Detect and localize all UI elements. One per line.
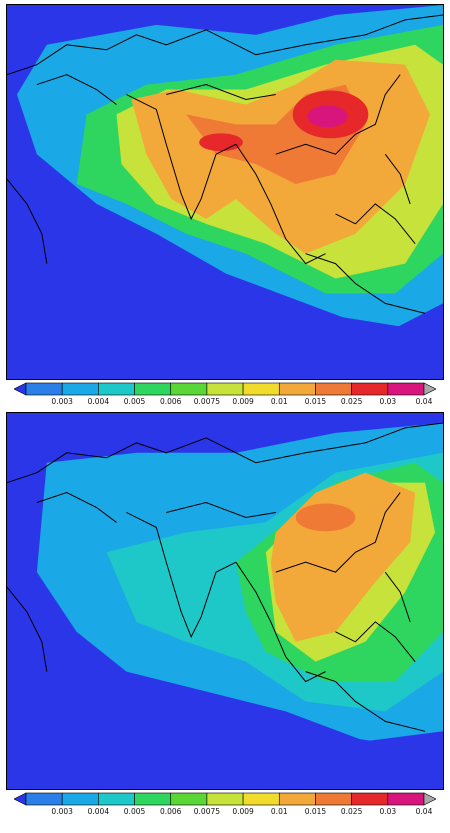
colorbar-bin: [170, 382, 208, 396]
contour-red-gangetic: [199, 133, 243, 152]
colorbar-bin: [315, 382, 352, 396]
colorbar-bin: [278, 382, 316, 396]
contour-darkorange: [295, 503, 356, 532]
colorbar-bin: [134, 382, 172, 396]
map-panel-upper: 0.003 0.004 0.005 0.006 0.0075 0.009 0.01 0.015…: [0, 0, 450, 410]
colorbar-bin: [134, 792, 172, 806]
colorbar-tick-label: 0.03: [379, 397, 397, 406]
colorbar-bin: [61, 792, 99, 806]
colorbar-tick-label: 0.006: [159, 397, 182, 406]
colorbar-tick-label: 0.04: [415, 397, 433, 406]
contour-magenta-east: [307, 105, 348, 128]
contour-deepblue-south: [7, 691, 443, 789]
colorbar-tick-label: 0.01: [270, 397, 288, 406]
colorbar-bin: [315, 792, 352, 806]
colorbar-bin: [351, 382, 389, 396]
map-upper: [6, 4, 444, 380]
colorbar-tick-label: 0.006: [159, 807, 182, 816]
colorbar-tick-label: 0.009: [232, 397, 254, 406]
colorbar-bin: [25, 382, 63, 396]
colorbar-bin: [98, 792, 135, 806]
colorbar-tick-label: 0.005: [123, 807, 146, 816]
colorbar-upper: 0.003 0.004 0.005 0.006 0.0075 0.009 0.01 0.015…: [14, 382, 436, 408]
colorbar-under-triangle: [14, 382, 27, 396]
colorbar-tick-label: 0.005: [123, 397, 146, 406]
coastlines: [7, 422, 443, 732]
colorbar-upper-labels: 0.003 0.004 0.005 0.006 0.0075 0.009 0.01 0.015…: [14, 396, 436, 408]
colorbar-under-triangle: [14, 792, 27, 806]
colorbar-tick-label: 0.0075: [193, 397, 221, 406]
colorbar-tick-label: 0.003: [51, 807, 73, 816]
colorbar-tick-label: 0.025: [340, 397, 363, 406]
colorbar-tick-label: 0.025: [340, 807, 363, 816]
colorbar-bin: [242, 792, 280, 806]
colorbar-bin: [206, 792, 244, 806]
map-lower-svg: [7, 413, 443, 789]
map-panel-lower: 0.003 0.004 0.005 0.006 0.0075 0.009 0.01 0.015…: [0, 410, 450, 833]
colorbar-lower-labels: 0.003 0.004 0.005 0.006 0.0075 0.009 0.01 0.015…: [14, 806, 436, 818]
colorbar-tick-label: 0.009: [232, 807, 254, 816]
colorbar-over-triangle: [423, 382, 436, 396]
colorbar-lower-strip: [14, 792, 436, 806]
colorbar-tick-label: 0.004: [87, 807, 110, 816]
colorbar-bin: [387, 792, 425, 806]
colorbar-over-triangle: [423, 792, 436, 806]
map-upper-svg: [7, 5, 443, 379]
colorbar-tick-label: 0.015: [304, 807, 327, 816]
colorbar-tick-label: 0.01: [270, 807, 288, 816]
colorbar-bin: [242, 382, 280, 396]
contour-deepblue-south: [7, 263, 443, 379]
colorbar-bin: [25, 792, 63, 806]
colorbar-bin: [61, 382, 99, 396]
colorbar-tick-label: 0.03: [379, 807, 397, 816]
colorbar-bin: [351, 792, 389, 806]
colorbar-bin: [170, 792, 208, 806]
colorbar-bin: [387, 382, 425, 396]
colorbar-bin: [206, 382, 244, 396]
colorbar-upper-strip: [14, 382, 436, 396]
colorbar-tick-label: 0.015: [304, 397, 327, 406]
colorbar-bin: [98, 382, 135, 396]
colorbar-tick-label: 0.003: [51, 397, 73, 406]
colorbar-tick-label: 0.04: [415, 807, 433, 816]
colorbar-tick-label: 0.004: [87, 397, 110, 406]
map-lower: [6, 412, 444, 790]
colorbar-tick-label: 0.0075: [193, 807, 221, 816]
coastlines: [7, 14, 443, 314]
colorbar-bin: [278, 792, 316, 806]
colorbar-lower: 0.003 0.004 0.005 0.006 0.0075 0.009 0.01 0.015…: [14, 792, 436, 818]
